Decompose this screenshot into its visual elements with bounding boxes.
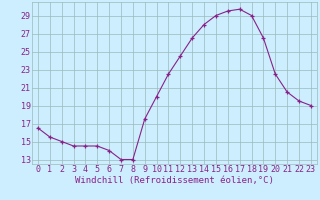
X-axis label: Windchill (Refroidissement éolien,°C): Windchill (Refroidissement éolien,°C) (75, 176, 274, 185)
